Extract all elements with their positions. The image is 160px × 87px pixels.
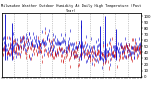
Title: Milwaukee Weather Outdoor Humidity At Daily High Temperature (Past Year): Milwaukee Weather Outdoor Humidity At Da…: [1, 4, 141, 13]
